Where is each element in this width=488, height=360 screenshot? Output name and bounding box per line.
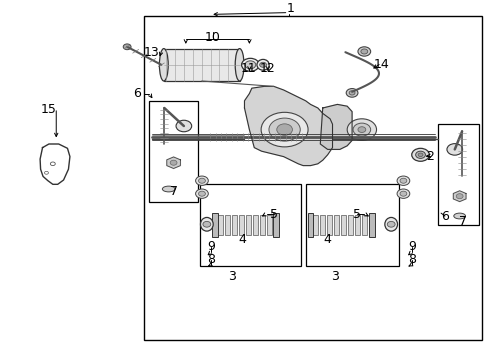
- Circle shape: [195, 189, 208, 198]
- Circle shape: [276, 124, 292, 135]
- Text: 10: 10: [204, 31, 220, 44]
- Bar: [245, 215, 250, 235]
- Circle shape: [352, 123, 370, 136]
- Polygon shape: [452, 191, 465, 202]
- Bar: [333, 215, 338, 235]
- Bar: [259, 215, 264, 235]
- Ellipse shape: [453, 213, 465, 219]
- Bar: [347, 215, 352, 235]
- Bar: [362, 215, 366, 235]
- Text: 6: 6: [440, 210, 448, 222]
- Bar: [252, 215, 257, 235]
- Circle shape: [411, 148, 428, 161]
- Text: 13: 13: [143, 46, 159, 59]
- Ellipse shape: [384, 217, 397, 231]
- Bar: [326, 215, 331, 235]
- Circle shape: [203, 221, 210, 227]
- Text: 11: 11: [240, 62, 256, 75]
- Bar: [231, 215, 236, 235]
- Bar: [437, 124, 478, 225]
- Text: 3: 3: [330, 270, 338, 283]
- Bar: [273, 212, 279, 238]
- Text: 5: 5: [269, 208, 277, 221]
- Circle shape: [241, 58, 259, 71]
- Bar: [144, 16, 481, 340]
- Circle shape: [360, 49, 367, 54]
- Bar: [163, 49, 239, 81]
- Circle shape: [123, 44, 131, 50]
- Circle shape: [348, 91, 354, 95]
- Circle shape: [170, 160, 177, 165]
- Circle shape: [357, 47, 370, 56]
- Circle shape: [346, 119, 376, 140]
- Ellipse shape: [159, 49, 168, 81]
- Bar: [200, 184, 300, 266]
- Text: 9: 9: [407, 240, 415, 253]
- Text: 12: 12: [260, 62, 275, 75]
- Circle shape: [396, 176, 409, 185]
- Circle shape: [446, 144, 462, 155]
- Bar: [266, 215, 271, 235]
- Bar: [312, 215, 317, 235]
- Circle shape: [259, 62, 266, 67]
- Bar: [217, 215, 222, 235]
- Text: 5: 5: [352, 208, 360, 221]
- Circle shape: [198, 191, 205, 196]
- Circle shape: [244, 61, 255, 69]
- Text: 4: 4: [323, 233, 331, 246]
- Ellipse shape: [257, 59, 269, 70]
- Polygon shape: [320, 104, 351, 149]
- Circle shape: [261, 112, 307, 147]
- Polygon shape: [244, 86, 332, 166]
- Bar: [307, 212, 313, 238]
- Ellipse shape: [162, 186, 175, 192]
- Circle shape: [455, 194, 462, 199]
- Bar: [305, 184, 398, 266]
- Bar: [212, 212, 218, 238]
- Text: 7: 7: [458, 215, 466, 228]
- Circle shape: [399, 191, 406, 196]
- Bar: [354, 215, 360, 235]
- Bar: [368, 212, 374, 238]
- Circle shape: [268, 118, 300, 141]
- Bar: [224, 215, 229, 235]
- Text: 1: 1: [286, 3, 294, 15]
- Circle shape: [198, 178, 205, 183]
- Ellipse shape: [200, 217, 213, 231]
- Circle shape: [417, 153, 422, 157]
- Circle shape: [176, 120, 191, 132]
- Text: 8: 8: [207, 253, 215, 266]
- Circle shape: [399, 178, 406, 183]
- Text: 3: 3: [228, 270, 236, 283]
- Text: 2: 2: [426, 150, 433, 163]
- Bar: [238, 215, 243, 235]
- Text: 8: 8: [407, 253, 415, 266]
- Ellipse shape: [235, 49, 244, 81]
- Bar: [319, 215, 325, 235]
- Circle shape: [357, 127, 365, 132]
- Bar: [341, 215, 346, 235]
- Circle shape: [346, 89, 357, 97]
- Text: 7: 7: [169, 185, 177, 198]
- Circle shape: [386, 221, 394, 227]
- Polygon shape: [166, 157, 180, 168]
- Circle shape: [195, 176, 208, 185]
- Text: 9: 9: [207, 240, 215, 253]
- Text: 6: 6: [133, 87, 141, 100]
- Circle shape: [396, 189, 409, 198]
- Circle shape: [415, 151, 425, 158]
- Text: 15: 15: [41, 103, 57, 116]
- Bar: [149, 101, 198, 202]
- Text: 14: 14: [373, 58, 388, 71]
- Text: 4: 4: [238, 233, 245, 246]
